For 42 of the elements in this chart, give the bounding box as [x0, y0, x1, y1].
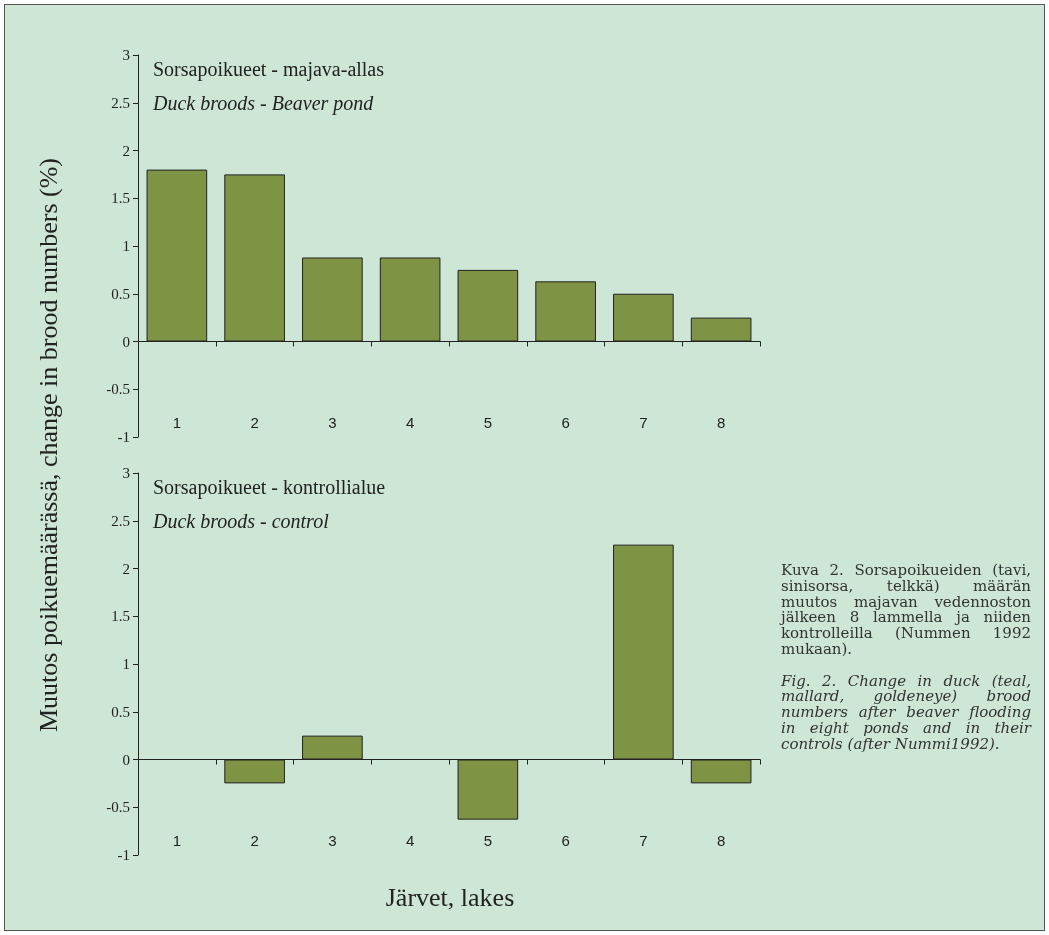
- chart-title: Sorsapoikueet - majava-allas: [153, 58, 385, 81]
- x-tick-label: 6: [561, 414, 570, 431]
- x-tick-label: 7: [639, 414, 648, 431]
- y-axis-title: Muutos poikuemäärässä, change in brood numbers (%): [34, 157, 64, 733]
- y-tick-label: 2: [122, 142, 130, 159]
- text: Duck broods - control: [152, 510, 330, 532]
- y-tick-label: 2.5: [111, 512, 130, 529]
- x-tick-label: 2: [250, 832, 259, 849]
- y-tick-label: -1: [117, 847, 130, 863]
- x-tick-label: 6: [561, 832, 570, 849]
- x-axis-title: Järvet, lakes: [385, 883, 515, 913]
- text: Kuva 2. Sorsapoikueiden (tavi, sinisorsa, telkkä) määrän muutos majavan vedennoston jälkeen 8 lammella ja niiden kontrolleilla (Nummen 1992 mukaan).: [781, 561, 1031, 658]
- x-tick-label: 5: [483, 414, 493, 431]
- x-tick-label: 2: [250, 414, 259, 431]
- y-tick-label: -1: [117, 429, 130, 445]
- y-tick-label: 2.5: [111, 94, 130, 111]
- y-tick-label: -0.5: [106, 799, 130, 816]
- x-tick-label: 4: [405, 414, 415, 431]
- y-tick-label: 2: [122, 560, 130, 577]
- y-tick-label: 0.5: [111, 703, 130, 720]
- y-tick-label: -0.5: [106, 381, 130, 398]
- chart-title: Sorsapoikueet - kontrollialue: [153, 476, 386, 499]
- text: Duck broods - Beaver pond: [152, 92, 375, 115]
- x-tick-label: 7: [639, 832, 648, 849]
- x-tick-label: 1: [172, 414, 182, 431]
- x-tick-label: 3: [328, 414, 337, 431]
- y-tick-label: 0: [122, 751, 130, 768]
- y-tick-label: 1.5: [111, 190, 130, 207]
- x-tick-label: 8: [716, 414, 726, 431]
- x-tick-label: 4: [405, 832, 415, 849]
- x-tick-label: 5: [483, 832, 493, 849]
- x-tick-label: 8: [716, 832, 726, 849]
- y-tick-label: 3: [122, 47, 130, 63]
- x-tick-label: 3: [328, 832, 337, 849]
- x-tick-label: 1: [172, 832, 182, 849]
- y-tick-label: 0.5: [111, 285, 130, 302]
- y-tick-label: 3: [122, 465, 130, 481]
- y-tick-label: 1.5: [111, 608, 130, 625]
- caption: Fig. 2. Change in duck (teal, mallard, goldeneye) brood numbers after beaver flooding in eight ponds and in their controls (after Nummi1992).: [781, 671, 1031, 753]
- y-tick-label: 1: [122, 656, 130, 672]
- y-tick-label: 1: [122, 238, 130, 254]
- y-tick-label: 0: [122, 333, 130, 350]
